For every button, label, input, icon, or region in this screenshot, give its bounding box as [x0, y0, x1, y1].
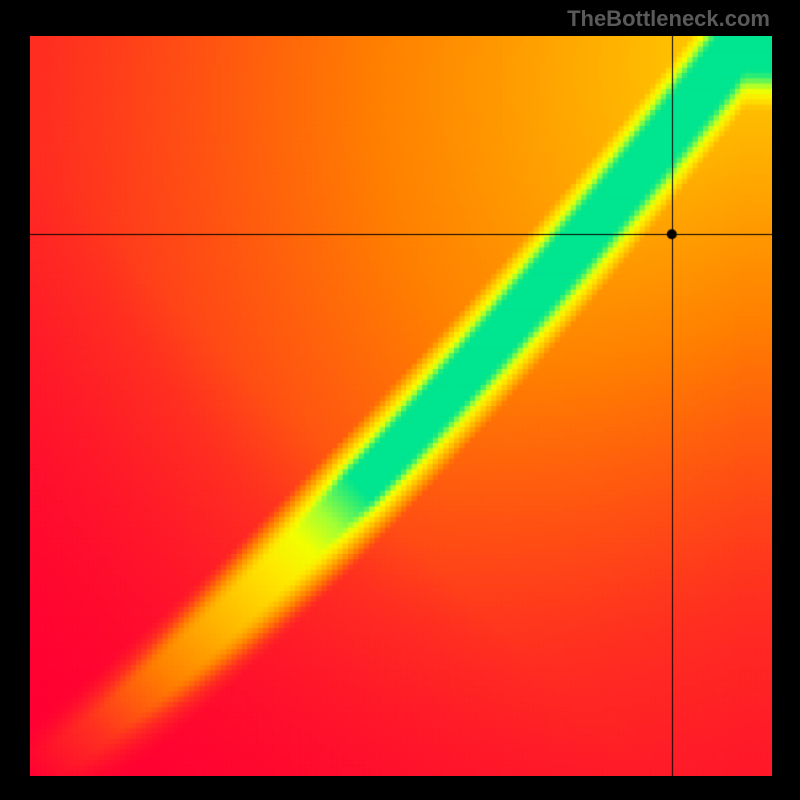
watermark-text: TheBottleneck.com — [567, 6, 770, 32]
chart-container: TheBottleneck.com — [0, 0, 800, 800]
bottleneck-heatmap — [30, 36, 772, 776]
